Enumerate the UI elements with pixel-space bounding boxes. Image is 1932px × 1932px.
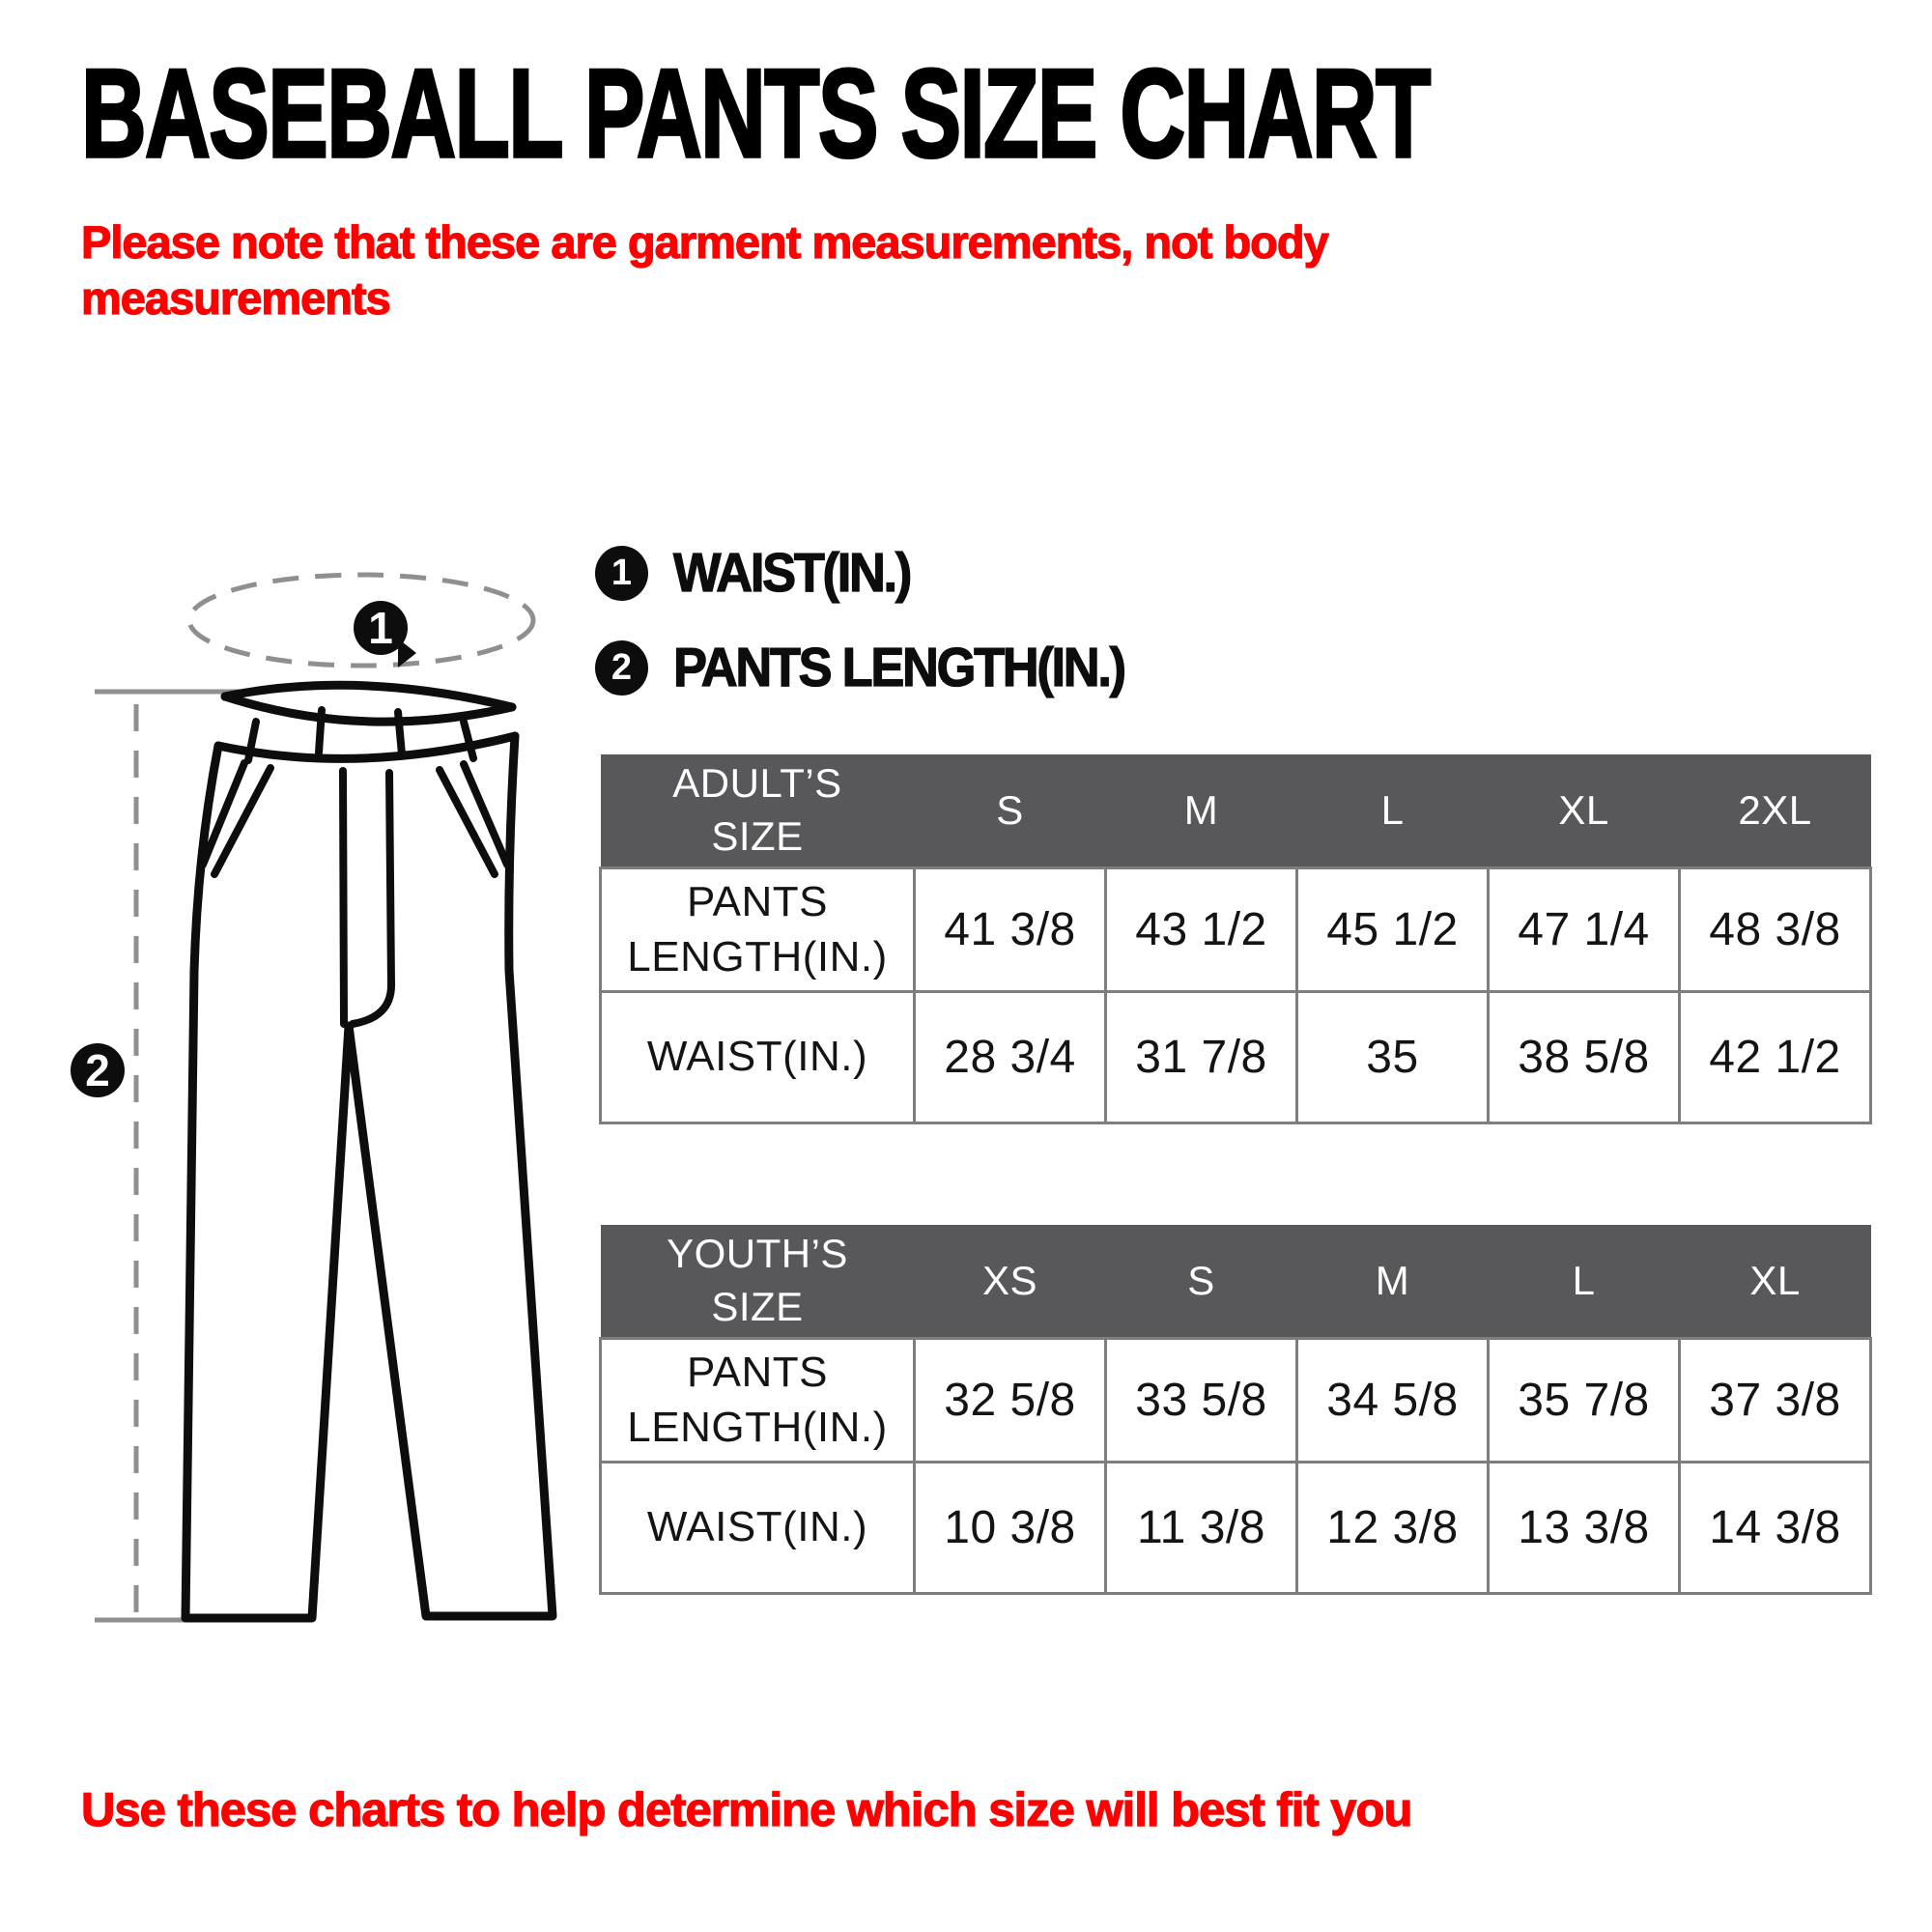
- table-cell: 13 3/8: [1487, 1460, 1681, 1595]
- note-line-2: measurements: [80, 272, 391, 325]
- table-cell: 45 1/2: [1295, 866, 1490, 993]
- table-cell: 35: [1295, 989, 1490, 1124]
- adult-size-table: ADULT’S SIZE S M L XL 2XL PANTS LENGTH(I…: [599, 754, 1872, 1124]
- note-line-1: Please note that these are garment measu…: [80, 215, 1329, 268]
- youth-size-table: YOUTH’S SIZE XS S M L XL PANTS LENGTH(IN…: [599, 1225, 1872, 1595]
- youth-waist-row: WAIST(IN.) 10 3/8 11 3/8 12 3/8 13 3/8 1…: [599, 1460, 1872, 1595]
- youth-size-header-cell: YOUTH’S SIZE: [600, 1225, 915, 1338]
- adult-size-xl: XL: [1488, 754, 1680, 867]
- youth-size-m: M: [1296, 1225, 1489, 1338]
- measurement-legend: 1 WAIST(IN.) 2 PANTS LENGTH(IN.): [595, 541, 1163, 699]
- waist-measure-ellipse: [186, 572, 536, 668]
- waist-arrow-icon: [398, 639, 416, 668]
- table-cell: 38 5/8: [1487, 989, 1681, 1124]
- legend-badge-1: 1: [595, 545, 648, 601]
- table-cell: 31 7/8: [1104, 989, 1298, 1124]
- table-cell: 34 5/8: [1295, 1336, 1490, 1463]
- youth-pants-length-label: PANTS LENGTH(IN.): [599, 1336, 916, 1463]
- adult-size-s: S: [914, 754, 1106, 867]
- table-cell: 42 1/2: [1678, 989, 1872, 1124]
- table-cell: 10 3/8: [913, 1460, 1107, 1595]
- adult-pants-length-row: PANTS LENGTH(IN.) 41 3/8 43 1/2 45 1/2 4…: [599, 866, 1872, 993]
- youth-waist-label: WAIST(IN.): [599, 1460, 916, 1595]
- adult-waist-row: WAIST(IN.) 28 3/4 31 7/8 35 38 5/8 42 1/…: [599, 989, 1872, 1124]
- adult-header-row: ADULT’S SIZE S M L XL 2XL: [600, 754, 1871, 867]
- table-cell: 14 3/8: [1678, 1460, 1872, 1595]
- legend-label-pants-length: PANTS LENGTH(IN.): [672, 636, 1126, 698]
- legend-item-pants-length: 2 PANTS LENGTH(IN.): [595, 636, 1163, 699]
- table-cell: 33 5/8: [1104, 1336, 1298, 1463]
- youth-size-xs: XS: [914, 1225, 1106, 1338]
- youth-size-s: S: [1105, 1225, 1297, 1338]
- table-cell: 35 7/8: [1487, 1336, 1681, 1463]
- fit-advice-note: Use these charts to help determine which…: [80, 1783, 1413, 1836]
- legend-badge-2: 2: [595, 639, 648, 696]
- page-title: BASEBALL PANTS SIZE CHART: [80, 43, 1433, 184]
- youth-size-l: L: [1488, 1225, 1680, 1338]
- marker-2-number: 2: [85, 1045, 110, 1095]
- table-cell: 47 1/4: [1487, 866, 1681, 993]
- garment-measurement-note: Please note that these are garment measu…: [80, 214, 1329, 327]
- adult-size-header-cell: ADULT’S SIZE: [600, 754, 915, 867]
- table-cell: 32 5/8: [913, 1336, 1107, 1463]
- table-cell: 43 1/2: [1104, 866, 1298, 993]
- pants-measurement-diagram: 1 2: [71, 572, 557, 1623]
- table-cell: 11 3/8: [1104, 1460, 1298, 1595]
- table-cell: 28 3/4: [913, 989, 1107, 1124]
- youth-header-row: YOUTH’S SIZE XS S M L XL: [600, 1225, 1871, 1338]
- adult-size-2xl: 2XL: [1679, 754, 1871, 867]
- legend-label-waist: WAIST(IN.): [672, 541, 912, 604]
- adult-size-l: L: [1296, 754, 1489, 867]
- youth-size-xl: XL: [1679, 1225, 1871, 1338]
- table-cell: 37 3/8: [1678, 1336, 1872, 1463]
- marker-2-badge: [71, 1043, 125, 1097]
- table-cell: 12 3/8: [1295, 1460, 1490, 1595]
- marker-1-number: 1: [368, 603, 393, 653]
- marker-1-badge: [354, 601, 408, 655]
- adult-pants-length-label: PANTS LENGTH(IN.): [599, 866, 916, 993]
- youth-pants-length-row: PANTS LENGTH(IN.) 32 5/8 33 5/8 34 5/8 3…: [599, 1336, 1872, 1463]
- pants-outline: [181, 680, 557, 1623]
- adult-size-m: M: [1105, 754, 1297, 867]
- adult-waist-label: WAIST(IN.): [599, 989, 916, 1124]
- table-cell: 41 3/8: [913, 866, 1107, 993]
- table-cell: 48 3/8: [1678, 866, 1872, 993]
- legend-item-waist: 1 WAIST(IN.): [595, 541, 1163, 605]
